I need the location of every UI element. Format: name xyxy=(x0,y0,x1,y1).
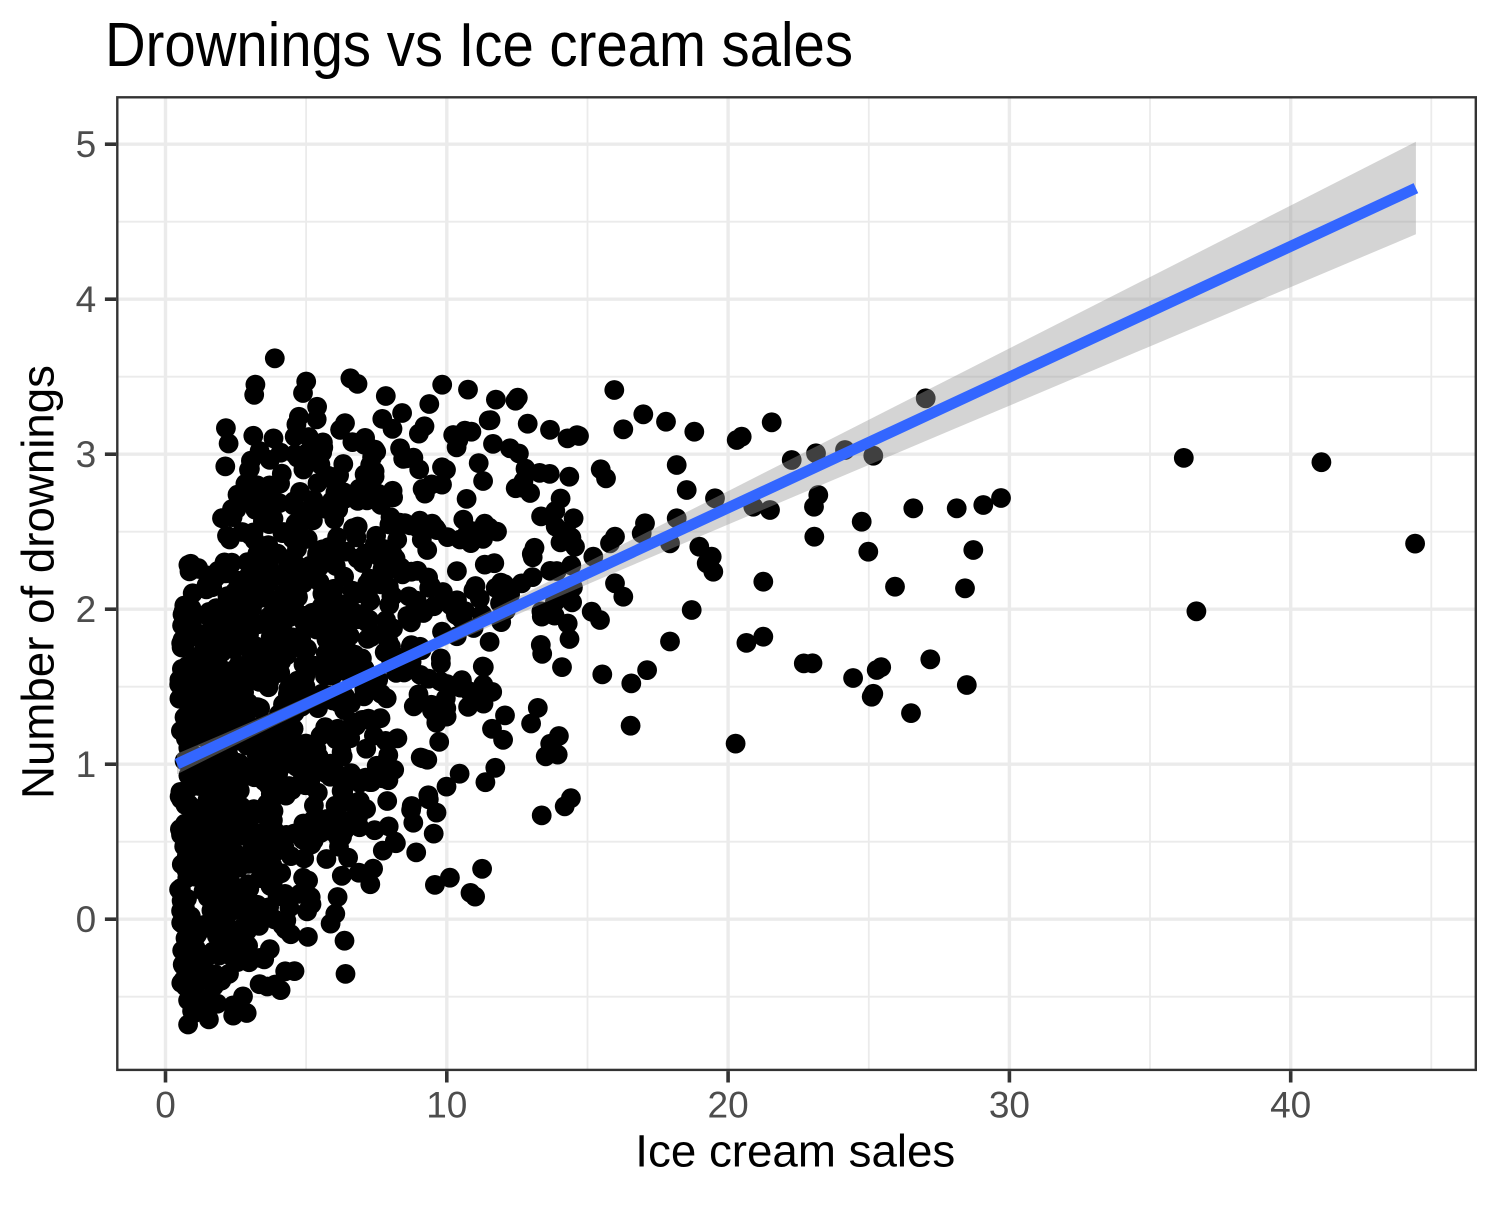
svg-text:30: 30 xyxy=(989,1085,1030,1126)
svg-text:0: 0 xyxy=(155,1085,176,1126)
svg-text:4: 4 xyxy=(76,279,97,320)
svg-text:3: 3 xyxy=(76,434,97,475)
svg-text:2: 2 xyxy=(76,589,97,630)
svg-text:Ice cream sales: Ice cream sales xyxy=(635,1126,955,1177)
svg-text:1: 1 xyxy=(76,744,97,785)
svg-text:Number of drownings: Number of drownings xyxy=(13,365,64,799)
svg-text:10: 10 xyxy=(426,1085,467,1126)
svg-text:40: 40 xyxy=(1270,1085,1311,1126)
svg-text:Drownings vs Ice cream sales: Drownings vs Ice cream sales xyxy=(105,11,853,80)
svg-text:5: 5 xyxy=(76,124,97,165)
svg-text:0: 0 xyxy=(76,899,97,940)
svg-text:20: 20 xyxy=(708,1085,749,1126)
